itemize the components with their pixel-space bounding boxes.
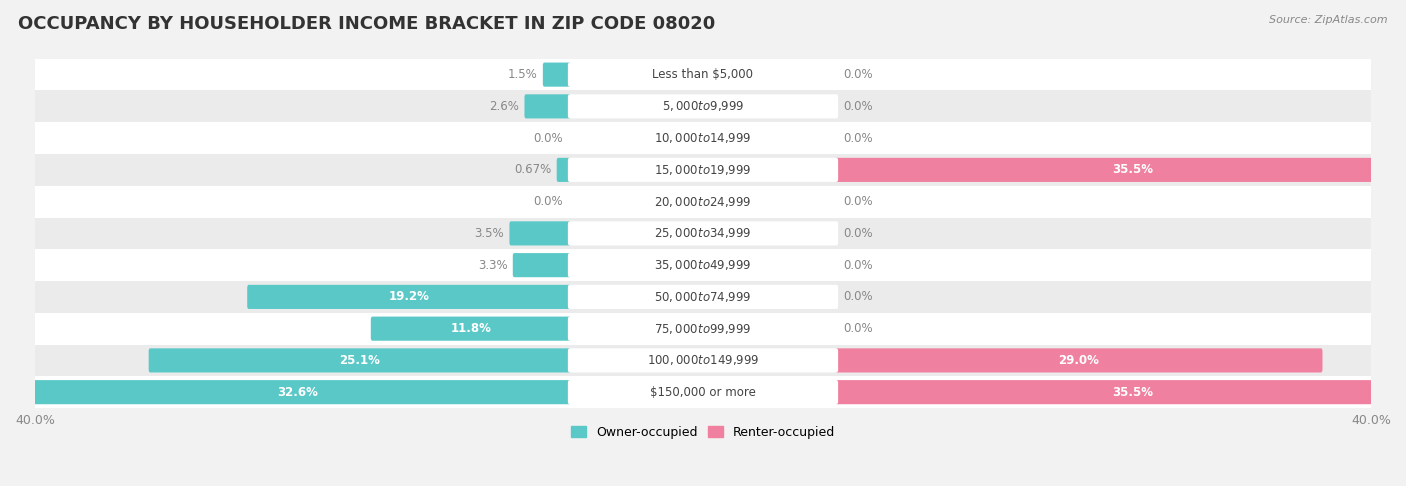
- FancyBboxPatch shape: [568, 348, 838, 372]
- FancyBboxPatch shape: [568, 158, 838, 182]
- Text: $25,000 to $34,999: $25,000 to $34,999: [654, 226, 752, 241]
- FancyBboxPatch shape: [524, 94, 571, 119]
- FancyBboxPatch shape: [509, 221, 571, 245]
- Text: Source: ZipAtlas.com: Source: ZipAtlas.com: [1270, 15, 1388, 25]
- FancyBboxPatch shape: [35, 122, 1371, 154]
- FancyBboxPatch shape: [568, 221, 838, 245]
- Text: $150,000 or more: $150,000 or more: [650, 386, 756, 399]
- Text: 25.1%: 25.1%: [339, 354, 380, 367]
- Text: 0.67%: 0.67%: [515, 163, 551, 176]
- Text: 29.0%: 29.0%: [1059, 354, 1099, 367]
- Text: 0.0%: 0.0%: [844, 227, 873, 240]
- FancyBboxPatch shape: [513, 253, 571, 277]
- Text: $5,000 to $9,999: $5,000 to $9,999: [662, 99, 744, 113]
- FancyBboxPatch shape: [35, 281, 1371, 313]
- Legend: Owner-occupied, Renter-occupied: Owner-occupied, Renter-occupied: [567, 421, 839, 444]
- FancyBboxPatch shape: [35, 186, 1371, 218]
- Text: 3.3%: 3.3%: [478, 259, 508, 272]
- Text: 3.5%: 3.5%: [475, 227, 505, 240]
- Text: $35,000 to $49,999: $35,000 to $49,999: [654, 258, 752, 272]
- FancyBboxPatch shape: [35, 376, 1371, 408]
- Text: 19.2%: 19.2%: [388, 291, 429, 303]
- Text: 0.0%: 0.0%: [844, 100, 873, 113]
- FancyBboxPatch shape: [568, 126, 838, 150]
- FancyBboxPatch shape: [35, 59, 1371, 90]
- FancyBboxPatch shape: [568, 94, 838, 119]
- Text: 11.8%: 11.8%: [450, 322, 491, 335]
- Text: 1.5%: 1.5%: [508, 68, 537, 81]
- FancyBboxPatch shape: [835, 380, 1406, 404]
- Text: 35.5%: 35.5%: [1112, 386, 1153, 399]
- Text: 0.0%: 0.0%: [533, 195, 562, 208]
- FancyBboxPatch shape: [35, 249, 1371, 281]
- FancyBboxPatch shape: [568, 190, 838, 214]
- FancyBboxPatch shape: [568, 380, 838, 404]
- Text: 0.0%: 0.0%: [844, 132, 873, 145]
- FancyBboxPatch shape: [35, 154, 1371, 186]
- FancyBboxPatch shape: [543, 63, 571, 87]
- Text: 0.0%: 0.0%: [844, 195, 873, 208]
- FancyBboxPatch shape: [24, 380, 571, 404]
- Text: 0.0%: 0.0%: [844, 322, 873, 335]
- Text: $100,000 to $149,999: $100,000 to $149,999: [647, 353, 759, 367]
- FancyBboxPatch shape: [149, 348, 571, 372]
- FancyBboxPatch shape: [557, 158, 571, 182]
- Text: $15,000 to $19,999: $15,000 to $19,999: [654, 163, 752, 177]
- FancyBboxPatch shape: [568, 63, 838, 87]
- Text: $50,000 to $74,999: $50,000 to $74,999: [654, 290, 752, 304]
- Text: Less than $5,000: Less than $5,000: [652, 68, 754, 81]
- FancyBboxPatch shape: [371, 316, 571, 341]
- Text: 0.0%: 0.0%: [533, 132, 562, 145]
- Text: 35.5%: 35.5%: [1112, 163, 1153, 176]
- FancyBboxPatch shape: [568, 253, 838, 277]
- FancyBboxPatch shape: [568, 285, 838, 309]
- FancyBboxPatch shape: [35, 313, 1371, 345]
- FancyBboxPatch shape: [35, 345, 1371, 376]
- Text: 0.0%: 0.0%: [844, 259, 873, 272]
- FancyBboxPatch shape: [247, 285, 571, 309]
- Text: $20,000 to $24,999: $20,000 to $24,999: [654, 194, 752, 208]
- FancyBboxPatch shape: [568, 316, 838, 341]
- FancyBboxPatch shape: [835, 158, 1406, 182]
- Text: 2.6%: 2.6%: [489, 100, 519, 113]
- Text: $75,000 to $99,999: $75,000 to $99,999: [654, 322, 752, 336]
- Text: OCCUPANCY BY HOUSEHOLDER INCOME BRACKET IN ZIP CODE 08020: OCCUPANCY BY HOUSEHOLDER INCOME BRACKET …: [18, 15, 716, 33]
- Text: $10,000 to $14,999: $10,000 to $14,999: [654, 131, 752, 145]
- Text: 0.0%: 0.0%: [844, 68, 873, 81]
- FancyBboxPatch shape: [35, 218, 1371, 249]
- FancyBboxPatch shape: [35, 90, 1371, 122]
- Text: 32.6%: 32.6%: [277, 386, 318, 399]
- FancyBboxPatch shape: [835, 348, 1323, 372]
- Text: 0.0%: 0.0%: [844, 291, 873, 303]
